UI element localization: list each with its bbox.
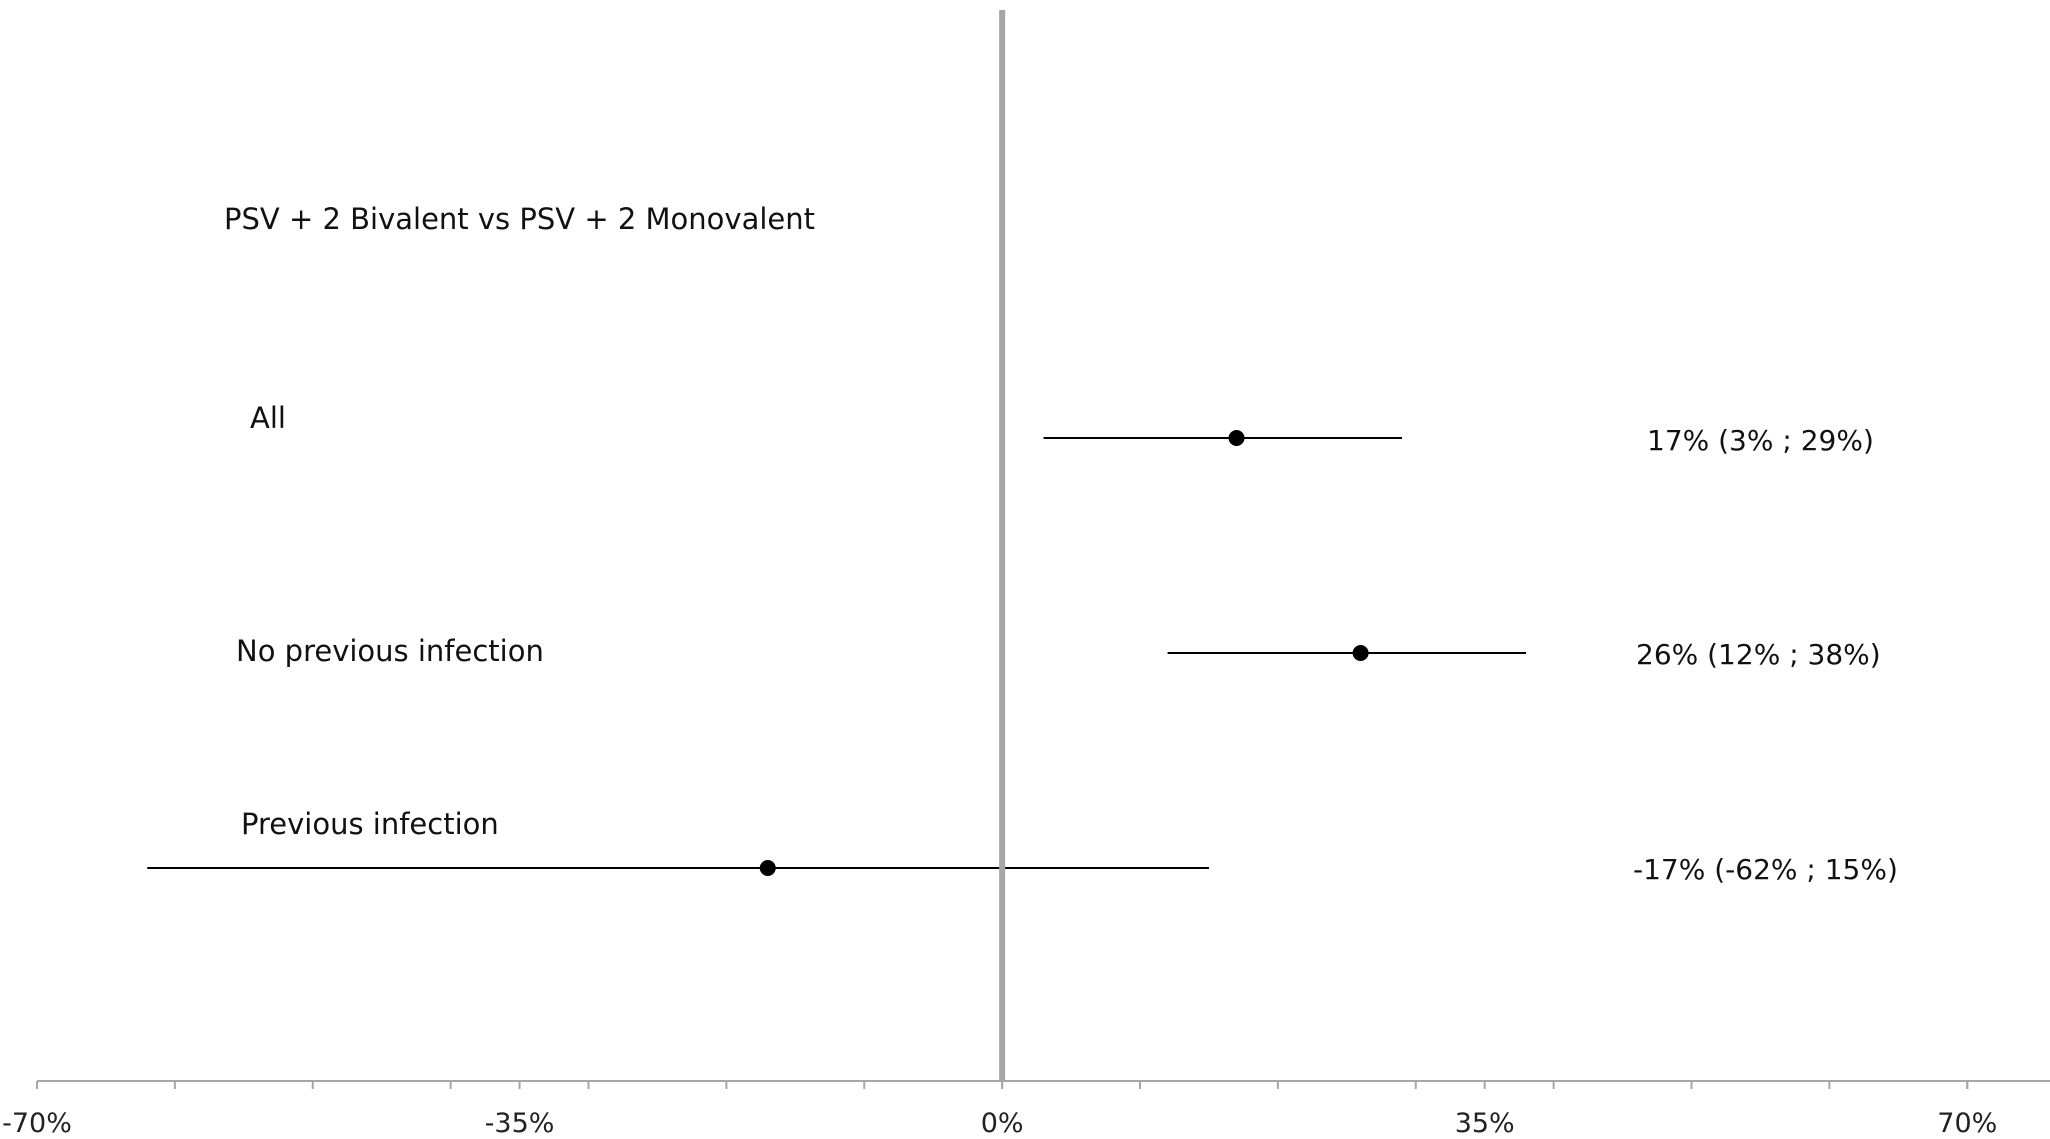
point-estimate-marker (1352, 645, 1369, 661)
confidence-intervals (147, 437, 1527, 869)
x-tick-label: 70% (1937, 1108, 1997, 1139)
row-label: No previous infection (236, 634, 544, 668)
point-estimate-marker (1228, 430, 1245, 446)
estimate-texts: 17% (3% ; 29%) 26% (12% ; 38%) -17% (-62% … (1633, 424, 1898, 886)
estimate-text: 17% (3% ; 29%) (1647, 424, 1874, 457)
estimate-text: -17% (-62% ; 15%) (1633, 853, 1898, 886)
point-estimates (759, 430, 1369, 876)
comparison-title: PSV + 2 Bivalent vs PSV + 2 Monovalent (224, 202, 815, 236)
row-label: Previous infection (241, 807, 499, 841)
x-tick-label: -70% (2, 1108, 72, 1139)
x-tick-label: -35% (485, 1108, 555, 1139)
x-tick-label: 35% (1455, 1108, 1515, 1139)
row-labels: All No previous infection Previous infecti… (236, 401, 544, 841)
row-label: All (250, 401, 286, 435)
estimate-text: 26% (12% ; 38%) (1636, 638, 1881, 671)
point-estimate-marker (759, 860, 776, 876)
x-tick-label: 0% (981, 1108, 1024, 1139)
x-axis: -70% -35% 0% 35% 70% (2, 1080, 2050, 1139)
